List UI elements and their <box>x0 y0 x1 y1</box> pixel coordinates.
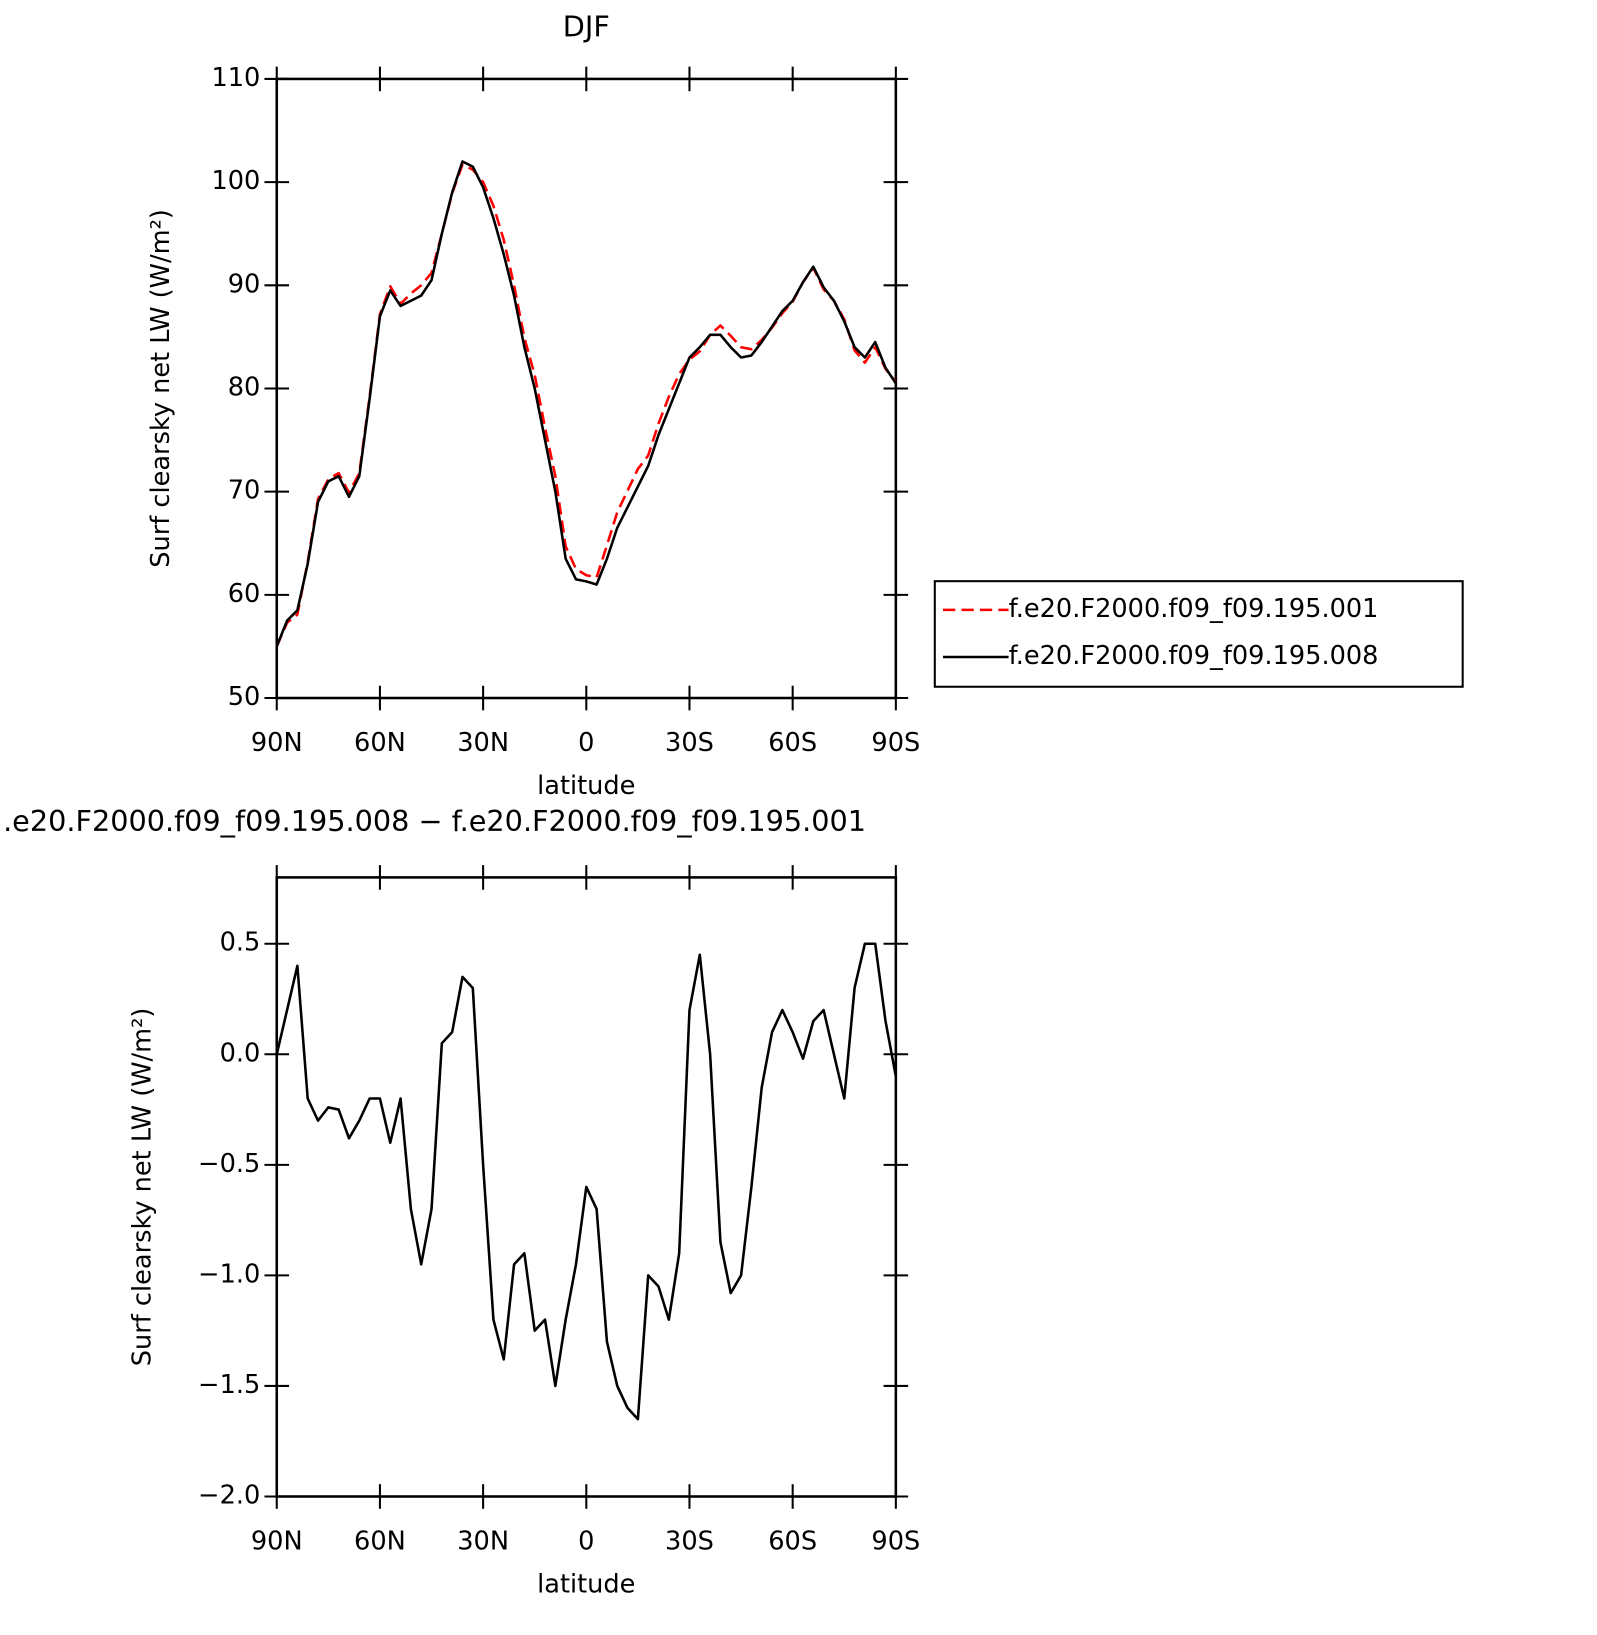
y-axis-label: Surf clearsky net LW (W/m²) <box>128 1008 158 1367</box>
x-tick-label: 60S <box>768 1527 817 1557</box>
x-tick-label: 60N <box>354 1527 406 1557</box>
x-tick-label: 90S <box>871 1527 920 1557</box>
x-tick-label: 30S <box>665 728 714 758</box>
chart-title: .e20.F2000.f09_f09.195.008 − f.e20.F2000… <box>3 804 866 838</box>
legend-label: f.e20.F2000.f09_f09.195.008 <box>1009 641 1379 671</box>
x-tick-label: 0 <box>578 728 594 758</box>
x-axis-label: latitude <box>537 771 635 801</box>
x-tick-label: 60N <box>354 728 406 758</box>
y-tick-label: −0.5 <box>198 1149 260 1179</box>
y-tick-label: −2.0 <box>198 1481 260 1511</box>
y-tick-label: 80 <box>228 372 261 402</box>
y-tick-label: 60 <box>228 579 261 609</box>
chart-title: DJF <box>563 10 610 44</box>
x-tick-label: 60S <box>768 728 817 758</box>
x-tick-label: 30N <box>457 728 509 758</box>
x-tick-label: 30N <box>457 1527 509 1557</box>
y-tick-label: 100 <box>211 166 260 196</box>
y-tick-label: −1.0 <box>198 1259 260 1289</box>
plot-root: DJF latitude Surf clearsky net LW (W/m²) 50… <box>3 10 1464 1600</box>
y-tick-label: 70 <box>228 476 261 506</box>
x-tick-label: 90N <box>251 728 303 758</box>
legend-label: f.e20.F2000.f09_f09.195.001 <box>1009 594 1379 624</box>
x-tick-label: 30S <box>665 1527 714 1557</box>
x-axis-label: latitude <box>537 1570 635 1600</box>
y-tick-label: 0.0 <box>220 1038 261 1068</box>
x-tick-label: 0 <box>578 1527 594 1557</box>
y-tick-label: −1.5 <box>198 1370 260 1400</box>
y-tick-label: 0.5 <box>220 928 261 958</box>
data-line <box>275 160 897 647</box>
x-tick-label: 90N <box>251 1527 303 1557</box>
x-tick-label: 90S <box>871 728 920 758</box>
y-tick-label: 110 <box>211 63 260 93</box>
y-tick-label: 90 <box>228 269 261 299</box>
legend-box <box>933 580 1464 688</box>
y-tick-label: 50 <box>228 682 261 712</box>
y-axis-label: Surf clearsky net LW (W/m²) <box>146 209 176 568</box>
data-line <box>275 942 898 1421</box>
